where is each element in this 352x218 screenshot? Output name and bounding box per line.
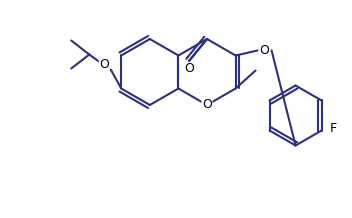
Text: O: O — [184, 63, 194, 75]
Text: O: O — [260, 44, 270, 57]
Text: F: F — [330, 122, 337, 135]
Text: O: O — [99, 58, 109, 71]
Text: O: O — [202, 99, 212, 111]
